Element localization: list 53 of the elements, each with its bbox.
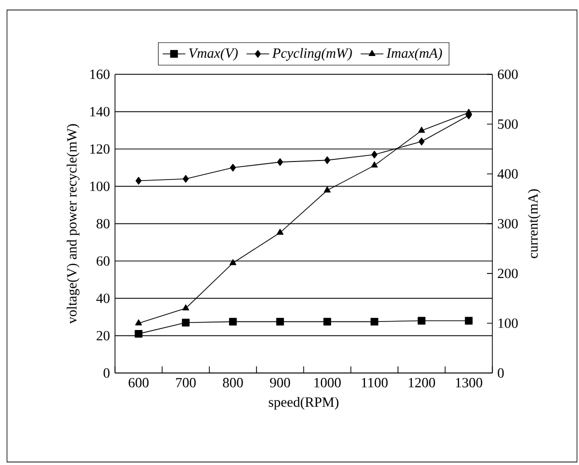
y2-tick-label: 600 (498, 70, 518, 80)
x-axis-title: speed(RPM) (268, 396, 338, 410)
y2-tick-label: 300 (498, 218, 518, 228)
y-tick-label: 120 (90, 144, 110, 154)
x-tick-label: 1300 (456, 378, 482, 388)
point (182, 304, 190, 310)
y-tick-label: 40 (96, 294, 110, 304)
y-axis-title: voltage(V) and power recycle(mW) (66, 124, 80, 324)
x-tick-label: 1000 (314, 378, 341, 388)
point (276, 318, 284, 326)
point (135, 319, 142, 326)
point (136, 176, 142, 185)
y-tick-label: 80 (96, 218, 110, 228)
point (277, 158, 284, 166)
point (370, 318, 378, 326)
x-tick-label: 1200 (408, 378, 436, 388)
y2-tick-label: 0 (498, 368, 504, 378)
legend-label: Imax(mA) (386, 48, 442, 61)
y2-tick-label: 400 (498, 169, 518, 179)
x-tick-label: 1100 (362, 378, 388, 388)
point (324, 186, 331, 192)
point (229, 318, 237, 326)
legend-label: Pcycling(mW) (272, 48, 352, 61)
y-tick-label: 0 (104, 368, 110, 378)
y2-tick-label: 200 (498, 268, 518, 278)
point (371, 162, 378, 168)
point (182, 318, 190, 326)
legend-label: Vmax(V) (189, 48, 238, 61)
point (182, 175, 189, 183)
y-tick-label: 20 (96, 330, 110, 340)
x-tick-label: 800 (222, 378, 243, 388)
y-tick-label: 160 (90, 70, 110, 80)
point (464, 316, 473, 325)
y-tick-label: 100 (90, 182, 110, 192)
point (323, 318, 332, 326)
x-tick-label: 600 (128, 378, 149, 388)
x-tick-label: 700 (176, 378, 196, 388)
point (371, 150, 378, 158)
point (134, 330, 142, 338)
y2-tick-label: 500 (498, 119, 518, 129)
x-tick-label: 900 (270, 378, 290, 388)
point (418, 138, 425, 146)
point (465, 108, 472, 115)
point (418, 316, 426, 325)
y2-axis-title: current(mA) (528, 189, 541, 258)
y2-tick-label: 100 (498, 318, 518, 328)
point (230, 164, 236, 172)
y-tick-label: 60 (96, 256, 110, 266)
y-tick-label: 140 (90, 106, 110, 116)
point (324, 156, 330, 164)
point (276, 228, 284, 235)
point (418, 126, 425, 133)
point (230, 259, 236, 266)
